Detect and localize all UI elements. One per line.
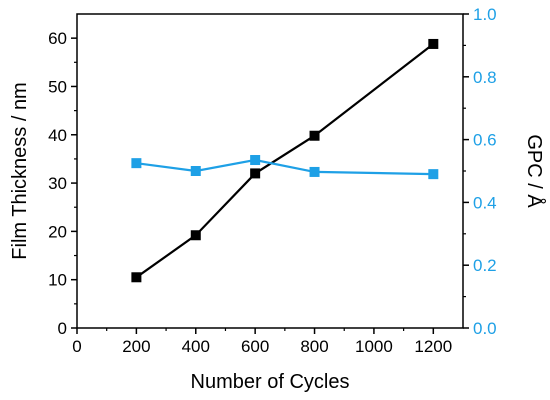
x-axis: 0 200 400 600 800 1000 1200 <box>72 328 452 356</box>
data-point-0 <box>428 38 439 49</box>
y-axis-title-left: Film Thickness / nm <box>9 82 31 259</box>
x-tick-label: 1000 <box>355 337 393 356</box>
data-point-0 <box>190 230 201 241</box>
data-point-1 <box>250 155 261 166</box>
y2-tick-label: 0.0 <box>473 319 497 338</box>
x-tick-label: 800 <box>300 337 328 356</box>
y-tick-label: 60 <box>48 29 67 48</box>
series-layer <box>131 38 439 283</box>
y-tick-label: 50 <box>48 77 67 96</box>
x-tick-label: 0 <box>72 337 81 356</box>
y2-tick-label: 1.0 <box>473 5 497 24</box>
y-axis-left: 0 10 20 30 40 50 60 <box>48 29 77 338</box>
y-tick-label: 30 <box>48 174 67 193</box>
x-tick-label: 1200 <box>414 337 452 356</box>
data-point-1 <box>190 166 201 176</box>
y-axis-title-right: GPC / Å <box>523 134 546 208</box>
series-line-0 <box>135 43 434 279</box>
y2-tick-label: 0.8 <box>473 68 497 87</box>
x-tick-label: 200 <box>122 337 150 356</box>
y2-tick-label: 0.6 <box>473 131 497 150</box>
data-point-1 <box>309 166 320 177</box>
x-axis-title: Number of Cycles <box>191 371 350 393</box>
x-tick-label: 600 <box>241 337 269 356</box>
y-tick-label: 10 <box>48 271 67 290</box>
data-point-0 <box>131 272 142 283</box>
data-point-0 <box>309 130 320 141</box>
data-point-1 <box>131 158 142 169</box>
y-tick-label: 0 <box>58 319 67 338</box>
y-tick-label: 40 <box>48 126 67 145</box>
data-point-0 <box>250 168 261 179</box>
data-point-1 <box>428 169 439 180</box>
series-line-1 <box>136 158 434 176</box>
y2-tick-label: 0.2 <box>473 256 497 275</box>
y-tick-label: 20 <box>48 222 67 241</box>
y2-tick-label: 0.4 <box>473 193 497 212</box>
y-axis-right: 0.0 0.2 0.4 0.6 0.8 1.0 <box>463 5 497 338</box>
x-tick-label: 400 <box>182 337 210 356</box>
